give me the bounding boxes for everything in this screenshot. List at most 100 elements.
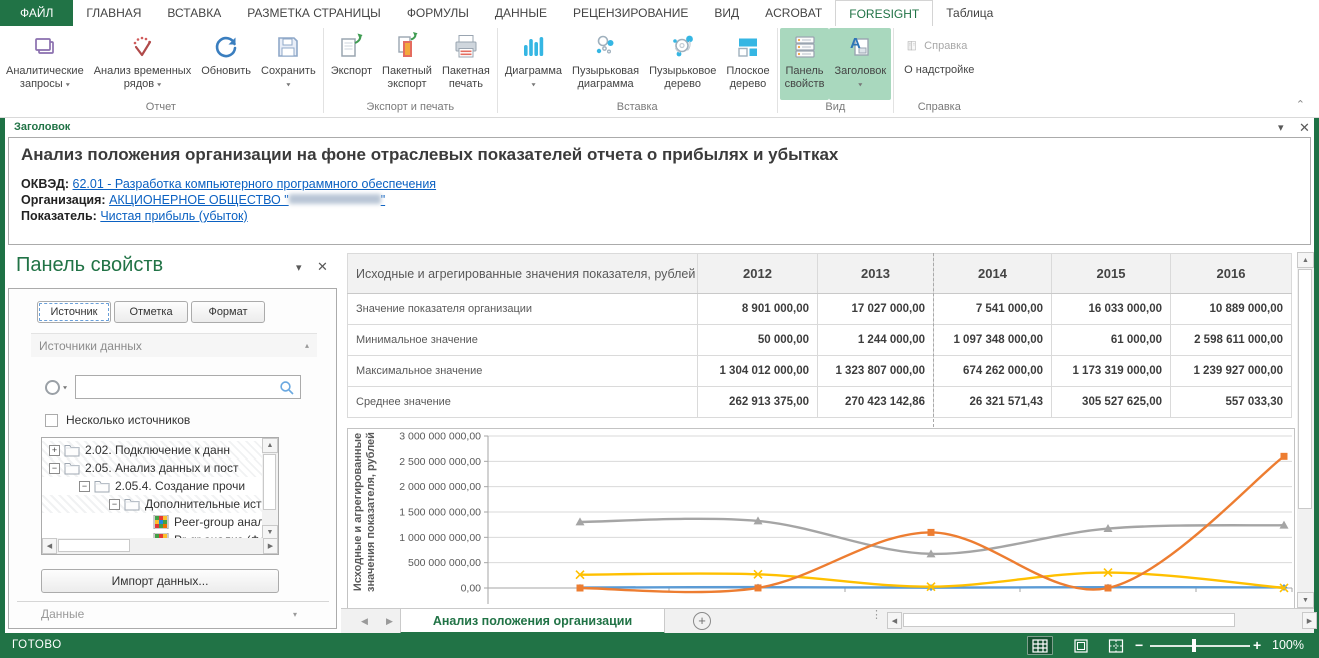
tree-item[interactable]: − 2.05.4. Создание прочи (42, 477, 278, 495)
tree-item[interactable]: − 2.05. Анализ данных и пост (42, 459, 278, 477)
collapse-icon[interactable]: − (49, 462, 60, 474)
ribbon-tab-главная[interactable]: ГЛАВНАЯ (86, 6, 142, 20)
sheet-nav-right-icon[interactable]: ▶ (386, 616, 393, 626)
collapse-icon[interactable]: − (79, 480, 90, 492)
expand-icon[interactable]: + (49, 444, 60, 456)
zoom-level[interactable]: 100% (1272, 638, 1304, 652)
ribbon-tab-вставка[interactable]: ВСТАВКА (167, 6, 222, 20)
ribbon-tab-файл[interactable]: ФАЙЛ (0, 0, 74, 26)
about-button[interactable]: О надстройке (896, 58, 982, 82)
normal-view-icon[interactable] (1027, 636, 1053, 655)
button-label: Анализ временных рядов ▾ (93, 65, 192, 90)
button-label: Аналитические запросы ▾ (6, 65, 84, 90)
bubble-chart-button[interactable]: Пузырьковая диаграмма (567, 28, 644, 100)
value-cell: 262 913 375,00 (697, 386, 818, 418)
group-separator (776, 28, 778, 113)
marker-triangle (1103, 524, 1113, 533)
export-button[interactable]: Экспорт (326, 28, 377, 100)
zoom-in-icon[interactable]: + (1253, 637, 1262, 653)
header-panel-caption: Заголовок (14, 121, 71, 133)
tree-vscroll-thumb[interactable] (263, 454, 276, 510)
ribbon-tab-foresight[interactable]: FORESIGHT (835, 0, 934, 26)
ribbon-group-3: Диаграмма ▾ Пузырьковая диаграмма Пузырьково… (499, 26, 776, 117)
data-sources-section-header[interactable]: Источники данных ▴ (31, 333, 317, 357)
scroll-down-icon[interactable]: ▼ (262, 525, 278, 540)
time-series-button[interactable]: Анализ временных рядов ▾ (89, 28, 197, 100)
page-break-view-icon[interactable] (1103, 636, 1129, 655)
scroll-right-icon[interactable]: ▶ (263, 538, 278, 554)
ribbon-tab-разметка-страницы[interactable]: РАЗМЕТКА СТРАНИЦЫ (247, 6, 381, 20)
properties-panel-minimize-icon[interactable]: ▾ (296, 262, 302, 274)
tree-vertical-scrollbar[interactable]: ▲ ▼ (262, 438, 278, 540)
chart-button[interactable]: Диаграмма ▾ (500, 28, 567, 100)
header-panel-close-icon[interactable]: ✕ (1299, 120, 1310, 135)
gear-icon[interactable] (45, 379, 60, 395)
data-sources-section-label: Источники данных (39, 338, 142, 353)
bubble-tree-button[interactable]: Пузырьковое дерево (644, 28, 721, 100)
search-icon[interactable] (279, 380, 295, 396)
ribbon-tab-таблица[interactable]: Таблица (946, 6, 994, 20)
redacted-organization-name (288, 194, 381, 204)
ribbon-tab-формулы[interactable]: ФОРМУЛЫ (406, 6, 469, 20)
scroll-left-icon[interactable]: ◀ (42, 538, 57, 554)
ribbon-tab-вид[interactable]: ВИД (714, 6, 740, 20)
props-tab-источник[interactable]: Источник (37, 301, 111, 323)
value-cell: 557 033,30 (1170, 386, 1292, 418)
field-link[interactable]: Чистая прибыль (убыток) (100, 209, 248, 223)
chart-area[interactable]: 0,00 500 000 000,00 1 000 000 000,00 1 500 … (347, 428, 1295, 608)
header-panel-minimize-icon[interactable]: ▾ (1278, 122, 1284, 134)
collapse-icon[interactable]: − (109, 498, 120, 510)
scroll-up-icon[interactable]: ▲ (1297, 252, 1314, 268)
import-data-button[interactable]: Импорт данных... (41, 569, 279, 593)
tree-item[interactable]: Peer-group анали (42, 513, 278, 531)
multiple-sources-checkbox[interactable] (45, 413, 58, 427)
vertical-scrollbar[interactable]: ▲ ▼ (1297, 252, 1314, 608)
data-section-header[interactable]: Данные ▾ (41, 607, 305, 621)
sheet-tab-bar: ◀ ▶ Анализ положения организации + ⋮ ◀ ▶ (341, 608, 1317, 634)
search-input[interactable] (76, 376, 300, 398)
dropdown-caret-icon: ▾ (858, 80, 863, 89)
hscroll-thumb[interactable] (903, 613, 1235, 627)
flat-tree-button[interactable]: Плоское дерево (721, 28, 774, 100)
zoom-slider-thumb[interactable] (1192, 639, 1196, 652)
vscroll-thumb[interactable] (1298, 269, 1312, 509)
window-left-border (0, 118, 5, 633)
scroll-right-icon[interactable]: ▶ (1302, 612, 1317, 629)
ribbon-tab-рецензирование[interactable]: РЕЦЕНЗИРОВАНИЕ (572, 6, 689, 20)
page-layout-view-icon[interactable] (1068, 636, 1094, 655)
tree-item[interactable]: − Дополнительные ист (42, 495, 278, 513)
scroll-down-icon[interactable]: ▼ (1297, 592, 1314, 608)
collapse-ribbon-icon[interactable]: ⌃ (1295, 99, 1305, 111)
tree-horizontal-scrollbar[interactable]: ◀ ▶ (42, 538, 278, 554)
batch-print-button[interactable]: Пакетная печать (437, 28, 495, 100)
folder-icon (94, 479, 110, 493)
gear-dropdown-icon[interactable]: ▾ (63, 383, 68, 391)
field-link[interactable]: АКЦИОНЕРНОЕ ОБЩЕСТВО " " (109, 193, 386, 207)
tree-hscroll-thumb[interactable] (58, 539, 130, 552)
props-tab-формат[interactable]: Формат (191, 301, 265, 323)
props-tab-отметка[interactable]: Отметка (114, 301, 188, 323)
props-panel-button[interactable]: Панель свойств (779, 28, 830, 100)
sheet-nav-left-icon[interactable]: ◀ (361, 616, 368, 626)
scroll-left-icon[interactable]: ◀ (887, 612, 902, 629)
report-header-box: Анализ положения организации на фоне отр… (8, 137, 1311, 245)
scroll-up-icon[interactable]: ▲ (262, 438, 278, 453)
value-cell: 7 541 000,00 (933, 293, 1052, 325)
zoom-out-icon[interactable]: − (1135, 637, 1144, 653)
tree-item[interactable]: +2.02. Подключение к данн (42, 441, 278, 459)
refresh-button[interactable]: Обновить (196, 28, 256, 100)
properties-panel-close-icon[interactable]: ✕ (317, 259, 328, 274)
ribbon-tab-acrobat[interactable]: ACROBAT (765, 6, 823, 20)
zoom-slider-track[interactable] (1150, 645, 1250, 647)
analytic-queries-button[interactable]: Аналитические запросы ▾ (1, 28, 89, 100)
new-sheet-icon[interactable]: + (693, 612, 711, 630)
tab-bar-splitter[interactable]: ⋮ (871, 609, 882, 621)
field-link[interactable]: 62.01 - Разработка компьютерного програм… (72, 177, 437, 191)
ribbon-tab-данные[interactable]: ДАННЫЕ (494, 6, 547, 20)
save-button[interactable]: Сохранить ▾ (256, 28, 321, 100)
sheet-tab-active[interactable]: Анализ положения организации (400, 609, 665, 634)
y-axis-title: Исходные и агрегированные (352, 433, 364, 591)
batch-export-button[interactable]: Пакетный экспорт (377, 28, 437, 100)
horizontal-scrollbar[interactable]: ◀ ▶ (887, 612, 1317, 629)
header-button[interactable]: A Заголовок ▾ (829, 28, 892, 100)
